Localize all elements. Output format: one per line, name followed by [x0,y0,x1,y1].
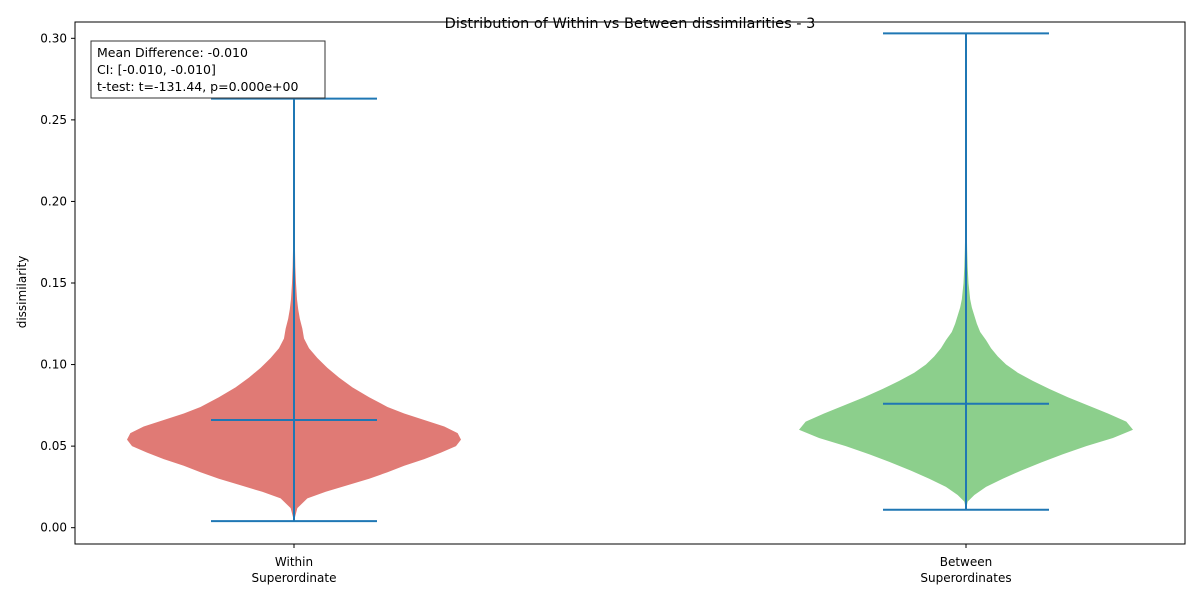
x-tick-label: Superordinate [252,571,337,585]
y-tick-label: 0.15 [40,276,67,290]
x-tick-label: Between [940,555,993,569]
x-tick-label: Within [275,555,313,569]
y-axis-label: dissimilarity [15,256,29,329]
y-tick-label: 0.25 [40,113,67,127]
plot-frame [74,21,1186,545]
x-tick-label: Superordinates [920,571,1011,585]
chart-title: Distribution of Within vs Between dissim… [445,16,816,32]
y-tick-label: 0.10 [40,358,67,372]
y-tick-label: 0.20 [40,194,67,208]
y-axis: 0.00 0.05 0.10 0.15 0.20 0.25 0.30 [40,31,75,535]
y-tick-label: 0.00 [40,521,67,535]
x-axis: Within Superordinate Between Superordinates [252,544,1012,585]
plot-area [127,32,1133,523]
y-tick-label: 0.30 [40,31,67,45]
stats-annotation-box: Mean Difference: -0.010 CI: [-0.010, -0.0… [90,40,326,99]
y-tick-label: 0.05 [40,439,67,453]
annotation-frame [90,40,326,99]
annotation-line: Mean Difference: -0.010 [97,45,248,60]
annotation-line: CI: [-0.010, -0.010] [97,62,216,77]
annotation-line: t-test: t=-131.44, p=0.000e+00 [97,79,298,94]
